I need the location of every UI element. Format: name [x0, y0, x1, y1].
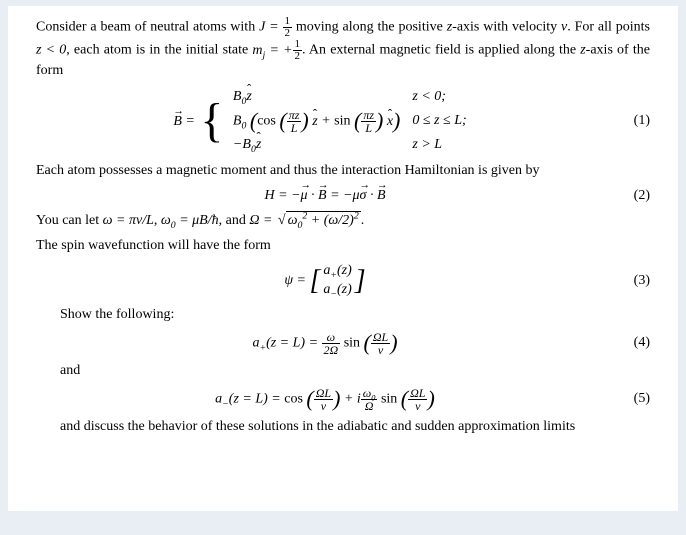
- equation-number: (2): [614, 187, 650, 206]
- text: moving along the positive: [292, 20, 447, 35]
- text: , each atom is in the initial state: [66, 43, 252, 58]
- cases-table: B0z z < 0; B0 (cos (πzL) z + sin (πzL) x…: [231, 87, 477, 156]
- document-page: Consider a beam of neutral atoms with J …: [8, 6, 678, 511]
- vector-B: B: [173, 113, 182, 132]
- equation-number: (4): [614, 334, 650, 353]
- equation-2: H = −μ · B = −μσ · B (2): [36, 187, 650, 206]
- text: Consider a beam of neutral atoms with: [36, 20, 259, 35]
- fraction-half: 12: [283, 16, 293, 39]
- equation-number: (5): [614, 390, 650, 409]
- text: . For all points: [567, 20, 650, 35]
- equation-5: a−(z = L) = cos (ΩLv) + iω0Ω sin (ΩLv) (…: [36, 387, 650, 412]
- brace-left: {: [200, 97, 223, 145]
- math: mj = +: [252, 43, 292, 58]
- math: z < 0: [36, 43, 66, 58]
- equation-number: (1): [614, 112, 650, 131]
- text: -axis with velocity: [452, 20, 561, 35]
- paragraph-2: Each atom possesses a magnetic moment an…: [36, 162, 650, 181]
- math: J =: [259, 20, 282, 35]
- sqrt: √ω02 + (ω/2)2: [276, 211, 361, 231]
- fraction-half: 12: [293, 39, 303, 62]
- equation-4: a+(z = L) = ω2Ω sin (ΩLv) (4): [36, 331, 650, 356]
- paragraph-4: The spin wavefunction will have the form: [36, 237, 650, 256]
- paragraph-1: Consider a beam of neutral atoms with J …: [36, 16, 650, 81]
- spinor-matrix: a+(z) a−(z): [320, 262, 354, 300]
- paragraph-3: You can let ω = πv/L, ω0 = μB/ħ, and Ω =…: [36, 211, 650, 231]
- paragraph-show: Show the following:: [60, 306, 650, 325]
- text: . An external magnetic field is applied …: [302, 43, 580, 58]
- equation-number: (3): [614, 272, 650, 291]
- equation-1: B = { B0z z < 0; B0 (cos (πzL) z + sin (…: [36, 87, 650, 156]
- paragraph-and: and: [60, 362, 650, 381]
- paragraph-5: and discuss the behavior of these soluti…: [60, 418, 650, 437]
- equation-3: ψ = [ a+(z) a−(z) ] (3): [36, 262, 650, 300]
